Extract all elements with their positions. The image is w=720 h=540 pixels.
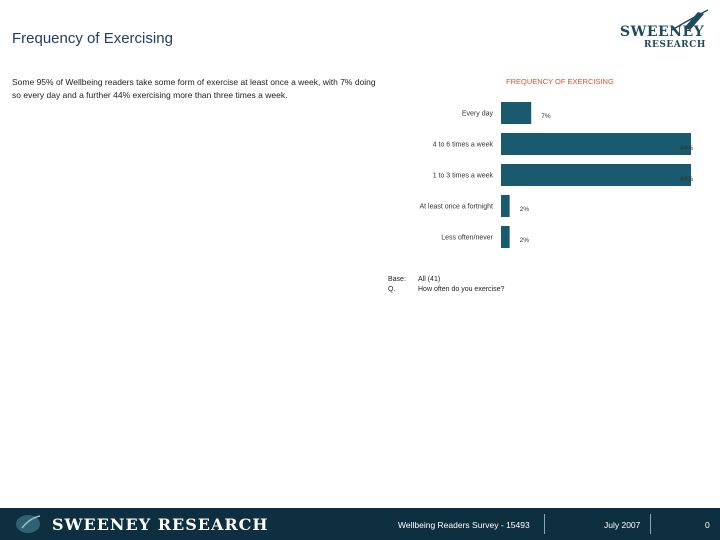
footer-logo-icon xyxy=(16,515,41,533)
category-label: Every day xyxy=(462,111,494,118)
bar xyxy=(501,133,691,155)
logo-feather-icon xyxy=(671,9,709,31)
category-label: 1 to 3 times a week xyxy=(433,173,494,180)
page-title: Frequency of Exercising xyxy=(12,30,173,47)
footer-divider xyxy=(650,514,651,534)
chart-title: FREQUENCY OF EXERCISING xyxy=(506,77,614,86)
base-key: Base: xyxy=(388,276,406,283)
question-value: How often do you exercise? xyxy=(418,286,505,293)
value-label: 2% xyxy=(520,237,530,244)
footer-bar: SWEENEY RESEARCH Wellbeing Readers Surve… xyxy=(0,508,720,540)
bar xyxy=(501,102,532,124)
bar xyxy=(501,164,691,186)
bar xyxy=(501,195,510,217)
logo-line1: SWEENEY xyxy=(620,24,705,40)
footer-survey-name: Wellbeing Readers Survey - 15493 xyxy=(398,520,530,530)
question-key: Q. xyxy=(388,286,396,293)
sweeney-research-logo: SWEENEY RESEARCH xyxy=(612,8,712,52)
footer-divider xyxy=(544,514,545,534)
category-label: At least once a fortnight xyxy=(419,204,493,211)
question-note: Q. How often do you exercise? xyxy=(388,285,504,295)
category-label: 4 to 6 times a week xyxy=(433,142,494,149)
base-note: Base: All (41) xyxy=(388,275,504,285)
base-value: All (41) xyxy=(418,276,441,283)
footer-brand: SWEENEY RESEARCH xyxy=(52,515,269,534)
value-label: 44% xyxy=(680,176,693,183)
category-label: Less often/never xyxy=(441,235,493,242)
footer-date: July 2007 xyxy=(604,520,641,530)
footer-page-number: 0 xyxy=(705,520,710,530)
value-label: 7% xyxy=(541,113,551,120)
summary-text: Some 95% of Wellbeing readers take some … xyxy=(12,77,376,100)
logo-line2: RESEARCH xyxy=(644,40,706,50)
value-label: 2% xyxy=(520,206,530,213)
value-label: 44% xyxy=(680,145,693,152)
bar xyxy=(501,226,510,248)
chart-notes: Base: All (41) Q. How often do you exercis… xyxy=(388,275,504,295)
frequency-bar-chart: Every day 7% 4 to 6 times a week 44% 1 to 3 … xyxy=(419,102,693,248)
